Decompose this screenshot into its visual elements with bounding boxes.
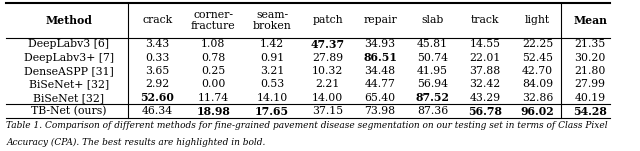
Text: 52.45: 52.45 <box>522 53 553 63</box>
Text: 30.20: 30.20 <box>574 53 606 63</box>
Text: crack: crack <box>142 15 173 25</box>
Text: 84.09: 84.09 <box>522 79 553 89</box>
Text: 56.94: 56.94 <box>417 79 448 89</box>
Text: 42.70: 42.70 <box>522 66 553 76</box>
Text: 32.42: 32.42 <box>470 79 500 89</box>
Text: 1.08: 1.08 <box>201 39 225 50</box>
Text: 0.00: 0.00 <box>201 79 225 89</box>
Text: 17.65: 17.65 <box>255 106 289 117</box>
Text: 52.60: 52.60 <box>141 92 174 103</box>
Text: 0.78: 0.78 <box>201 53 225 63</box>
Text: 21.35: 21.35 <box>575 39 605 50</box>
Text: 22.25: 22.25 <box>522 39 553 50</box>
Text: light: light <box>525 15 550 25</box>
Text: Method: Method <box>45 15 92 26</box>
Text: 44.77: 44.77 <box>365 79 396 89</box>
Text: 34.48: 34.48 <box>365 66 396 76</box>
Text: DeepLabv3+ [7]: DeepLabv3+ [7] <box>24 53 114 63</box>
Text: 41.95: 41.95 <box>417 66 448 76</box>
Text: Table 1. Comparison of different methods for fine-grained pavement disease segme: Table 1. Comparison of different methods… <box>6 121 608 130</box>
Text: DenseASPP [31]: DenseASPP [31] <box>24 66 114 76</box>
Text: 11.74: 11.74 <box>198 93 228 103</box>
Text: 18.98: 18.98 <box>196 106 230 117</box>
Text: 32.86: 32.86 <box>522 93 554 103</box>
Text: repair: repair <box>364 15 397 25</box>
Text: 56.78: 56.78 <box>468 106 502 117</box>
Text: 2.21: 2.21 <box>316 79 340 89</box>
Text: patch: patch <box>312 15 343 25</box>
Text: 3.65: 3.65 <box>145 66 170 76</box>
Text: seam-
broken: seam- broken <box>253 10 291 31</box>
Text: corner-
fracture: corner- fracture <box>191 10 236 31</box>
Text: 14.10: 14.10 <box>257 93 287 103</box>
Text: 1.42: 1.42 <box>260 39 284 50</box>
Text: 2.92: 2.92 <box>145 79 170 89</box>
Text: 14.00: 14.00 <box>312 93 343 103</box>
Text: 96.02: 96.02 <box>521 106 554 117</box>
Text: TB-Net (ours): TB-Net (ours) <box>31 106 106 116</box>
Text: 37.15: 37.15 <box>312 106 343 116</box>
Text: 0.91: 0.91 <box>260 53 284 63</box>
Text: 22.01: 22.01 <box>469 53 501 63</box>
Text: 54.28: 54.28 <box>573 106 607 117</box>
Text: slab: slab <box>422 15 444 25</box>
Text: 86.51: 86.51 <box>363 52 397 63</box>
Text: 3.43: 3.43 <box>145 39 170 50</box>
Text: 45.81: 45.81 <box>417 39 448 50</box>
Text: track: track <box>471 15 499 25</box>
Text: 34.93: 34.93 <box>365 39 396 50</box>
Text: 40.19: 40.19 <box>575 93 605 103</box>
Text: 43.29: 43.29 <box>470 93 500 103</box>
Text: 50.74: 50.74 <box>417 53 448 63</box>
Text: 27.99: 27.99 <box>575 79 605 89</box>
Text: 14.55: 14.55 <box>470 39 500 50</box>
Text: 47.37: 47.37 <box>310 39 345 50</box>
Text: 3.21: 3.21 <box>260 66 284 76</box>
Text: 10.32: 10.32 <box>312 66 344 76</box>
Text: 87.52: 87.52 <box>415 92 450 103</box>
Text: 0.25: 0.25 <box>201 66 225 76</box>
Text: 0.33: 0.33 <box>145 53 170 63</box>
Text: BiSeNet [32]: BiSeNet [32] <box>33 93 104 103</box>
Text: DeepLabv3 [6]: DeepLabv3 [6] <box>28 39 109 50</box>
Text: 37.88: 37.88 <box>470 66 500 76</box>
Text: BiSeNet+ [32]: BiSeNet+ [32] <box>29 79 109 89</box>
Text: 73.98: 73.98 <box>365 106 396 116</box>
Text: 27.89: 27.89 <box>312 53 343 63</box>
Text: 46.34: 46.34 <box>142 106 173 116</box>
Text: Mean: Mean <box>573 15 607 26</box>
Text: Accuracy (CPA). The best results are highlighted in bold.: Accuracy (CPA). The best results are hig… <box>6 137 266 146</box>
Text: 21.80: 21.80 <box>574 66 606 76</box>
Text: 87.36: 87.36 <box>417 106 448 116</box>
Text: 0.53: 0.53 <box>260 79 284 89</box>
Text: 65.40: 65.40 <box>365 93 396 103</box>
